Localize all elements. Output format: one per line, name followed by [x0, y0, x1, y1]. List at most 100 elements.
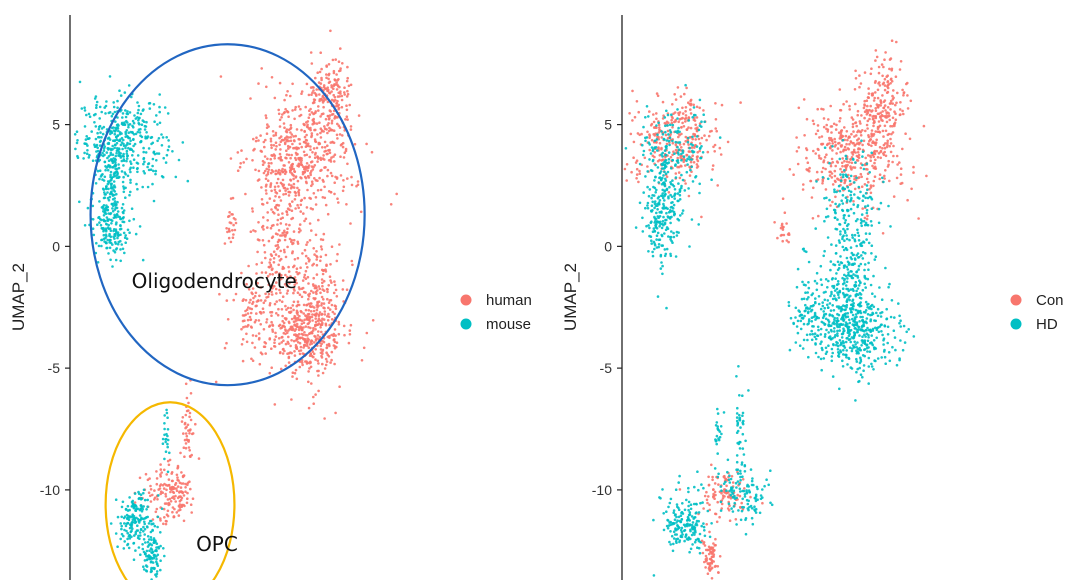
- data-point: [835, 228, 839, 231]
- data-point: [718, 146, 722, 150]
- data-point: [805, 148, 809, 152]
- data-point: [808, 307, 811, 310]
- data-point: [170, 472, 173, 475]
- data-point: [101, 132, 105, 136]
- data-point: [870, 207, 874, 210]
- data-point: [287, 329, 290, 332]
- data-point: [856, 276, 860, 279]
- data-point: [334, 98, 337, 102]
- data-point: [306, 188, 309, 192]
- data-point: [810, 338, 814, 342]
- data-point: [85, 152, 89, 155]
- data-point: [841, 237, 844, 241]
- data-point: [322, 298, 325, 301]
- data-point: [288, 223, 291, 227]
- data-point: [275, 300, 279, 303]
- data-point: [117, 163, 120, 166]
- data-point: [695, 105, 699, 109]
- data-point: [663, 207, 666, 210]
- data-point: [860, 224, 863, 228]
- data-point: [892, 195, 896, 198]
- data-point: [162, 487, 166, 490]
- data-point: [143, 160, 146, 164]
- data-point: [336, 122, 339, 126]
- data-point: [315, 273, 319, 276]
- data-point: [264, 189, 268, 192]
- data-point: [128, 526, 132, 530]
- data-point: [858, 348, 861, 352]
- data-point: [259, 351, 263, 355]
- data-point: [834, 195, 837, 199]
- data-point: [305, 243, 308, 246]
- data-point: [319, 259, 322, 263]
- data-point: [829, 125, 833, 128]
- data-point: [665, 175, 669, 179]
- data-point: [651, 194, 654, 197]
- data-point: [275, 312, 278, 315]
- data-point: [300, 319, 304, 323]
- annotation-oligodendrocyte: Oligodendrocyte: [132, 269, 297, 293]
- data-point: [169, 490, 172, 494]
- data-point: [849, 165, 852, 168]
- data-point: [283, 142, 287, 146]
- data-point: [124, 132, 128, 136]
- data-point: [838, 223, 842, 226]
- data-point: [332, 332, 336, 336]
- data-point: [308, 258, 311, 262]
- data-point: [328, 275, 332, 279]
- data-point: [819, 333, 823, 336]
- data-point: [849, 193, 852, 197]
- data-point: [637, 180, 640, 184]
- data-point: [841, 175, 845, 179]
- data-point: [861, 341, 865, 344]
- data-point: [160, 471, 163, 474]
- data-point: [138, 519, 141, 522]
- data-point: [118, 175, 121, 179]
- data-point: [665, 109, 668, 113]
- data-point: [272, 144, 276, 147]
- data-point: [660, 233, 663, 237]
- data-point: [874, 141, 878, 144]
- data-point: [891, 98, 895, 101]
- data-point: [677, 231, 680, 234]
- data-point: [297, 303, 301, 307]
- data-point: [843, 277, 846, 281]
- data-point: [310, 62, 314, 65]
- data-point: [817, 355, 820, 359]
- data-point: [241, 359, 245, 363]
- data-point: [676, 145, 679, 149]
- data-point: [262, 216, 265, 219]
- data-point: [115, 176, 119, 179]
- data-point: [851, 118, 855, 121]
- data-point: [270, 161, 273, 165]
- data-point: [886, 341, 889, 345]
- data-point: [657, 146, 660, 149]
- data-point: [901, 147, 904, 151]
- data-point: [240, 343, 244, 346]
- data-point: [321, 157, 325, 160]
- data-point: [134, 132, 138, 136]
- data-point: [638, 201, 642, 205]
- data-point: [845, 157, 848, 160]
- data-point: [846, 277, 849, 280]
- data-point: [853, 175, 856, 178]
- data-point: [281, 178, 285, 182]
- data-point: [840, 336, 844, 339]
- data-point: [82, 157, 85, 160]
- data-point: [138, 225, 142, 228]
- data-point: [856, 204, 860, 207]
- data-point: [278, 288, 281, 292]
- data-point: [855, 360, 859, 363]
- data-point: [833, 263, 837, 267]
- data-point: [332, 155, 335, 158]
- data-point: [853, 262, 856, 266]
- data-point: [297, 188, 301, 192]
- data-point: [289, 131, 292, 134]
- data-point: [879, 311, 882, 315]
- data-point: [232, 223, 235, 227]
- data-point: [91, 159, 95, 162]
- data-point: [824, 290, 827, 294]
- data-point: [300, 92, 303, 95]
- data-point: [314, 328, 317, 331]
- data-point: [258, 362, 262, 366]
